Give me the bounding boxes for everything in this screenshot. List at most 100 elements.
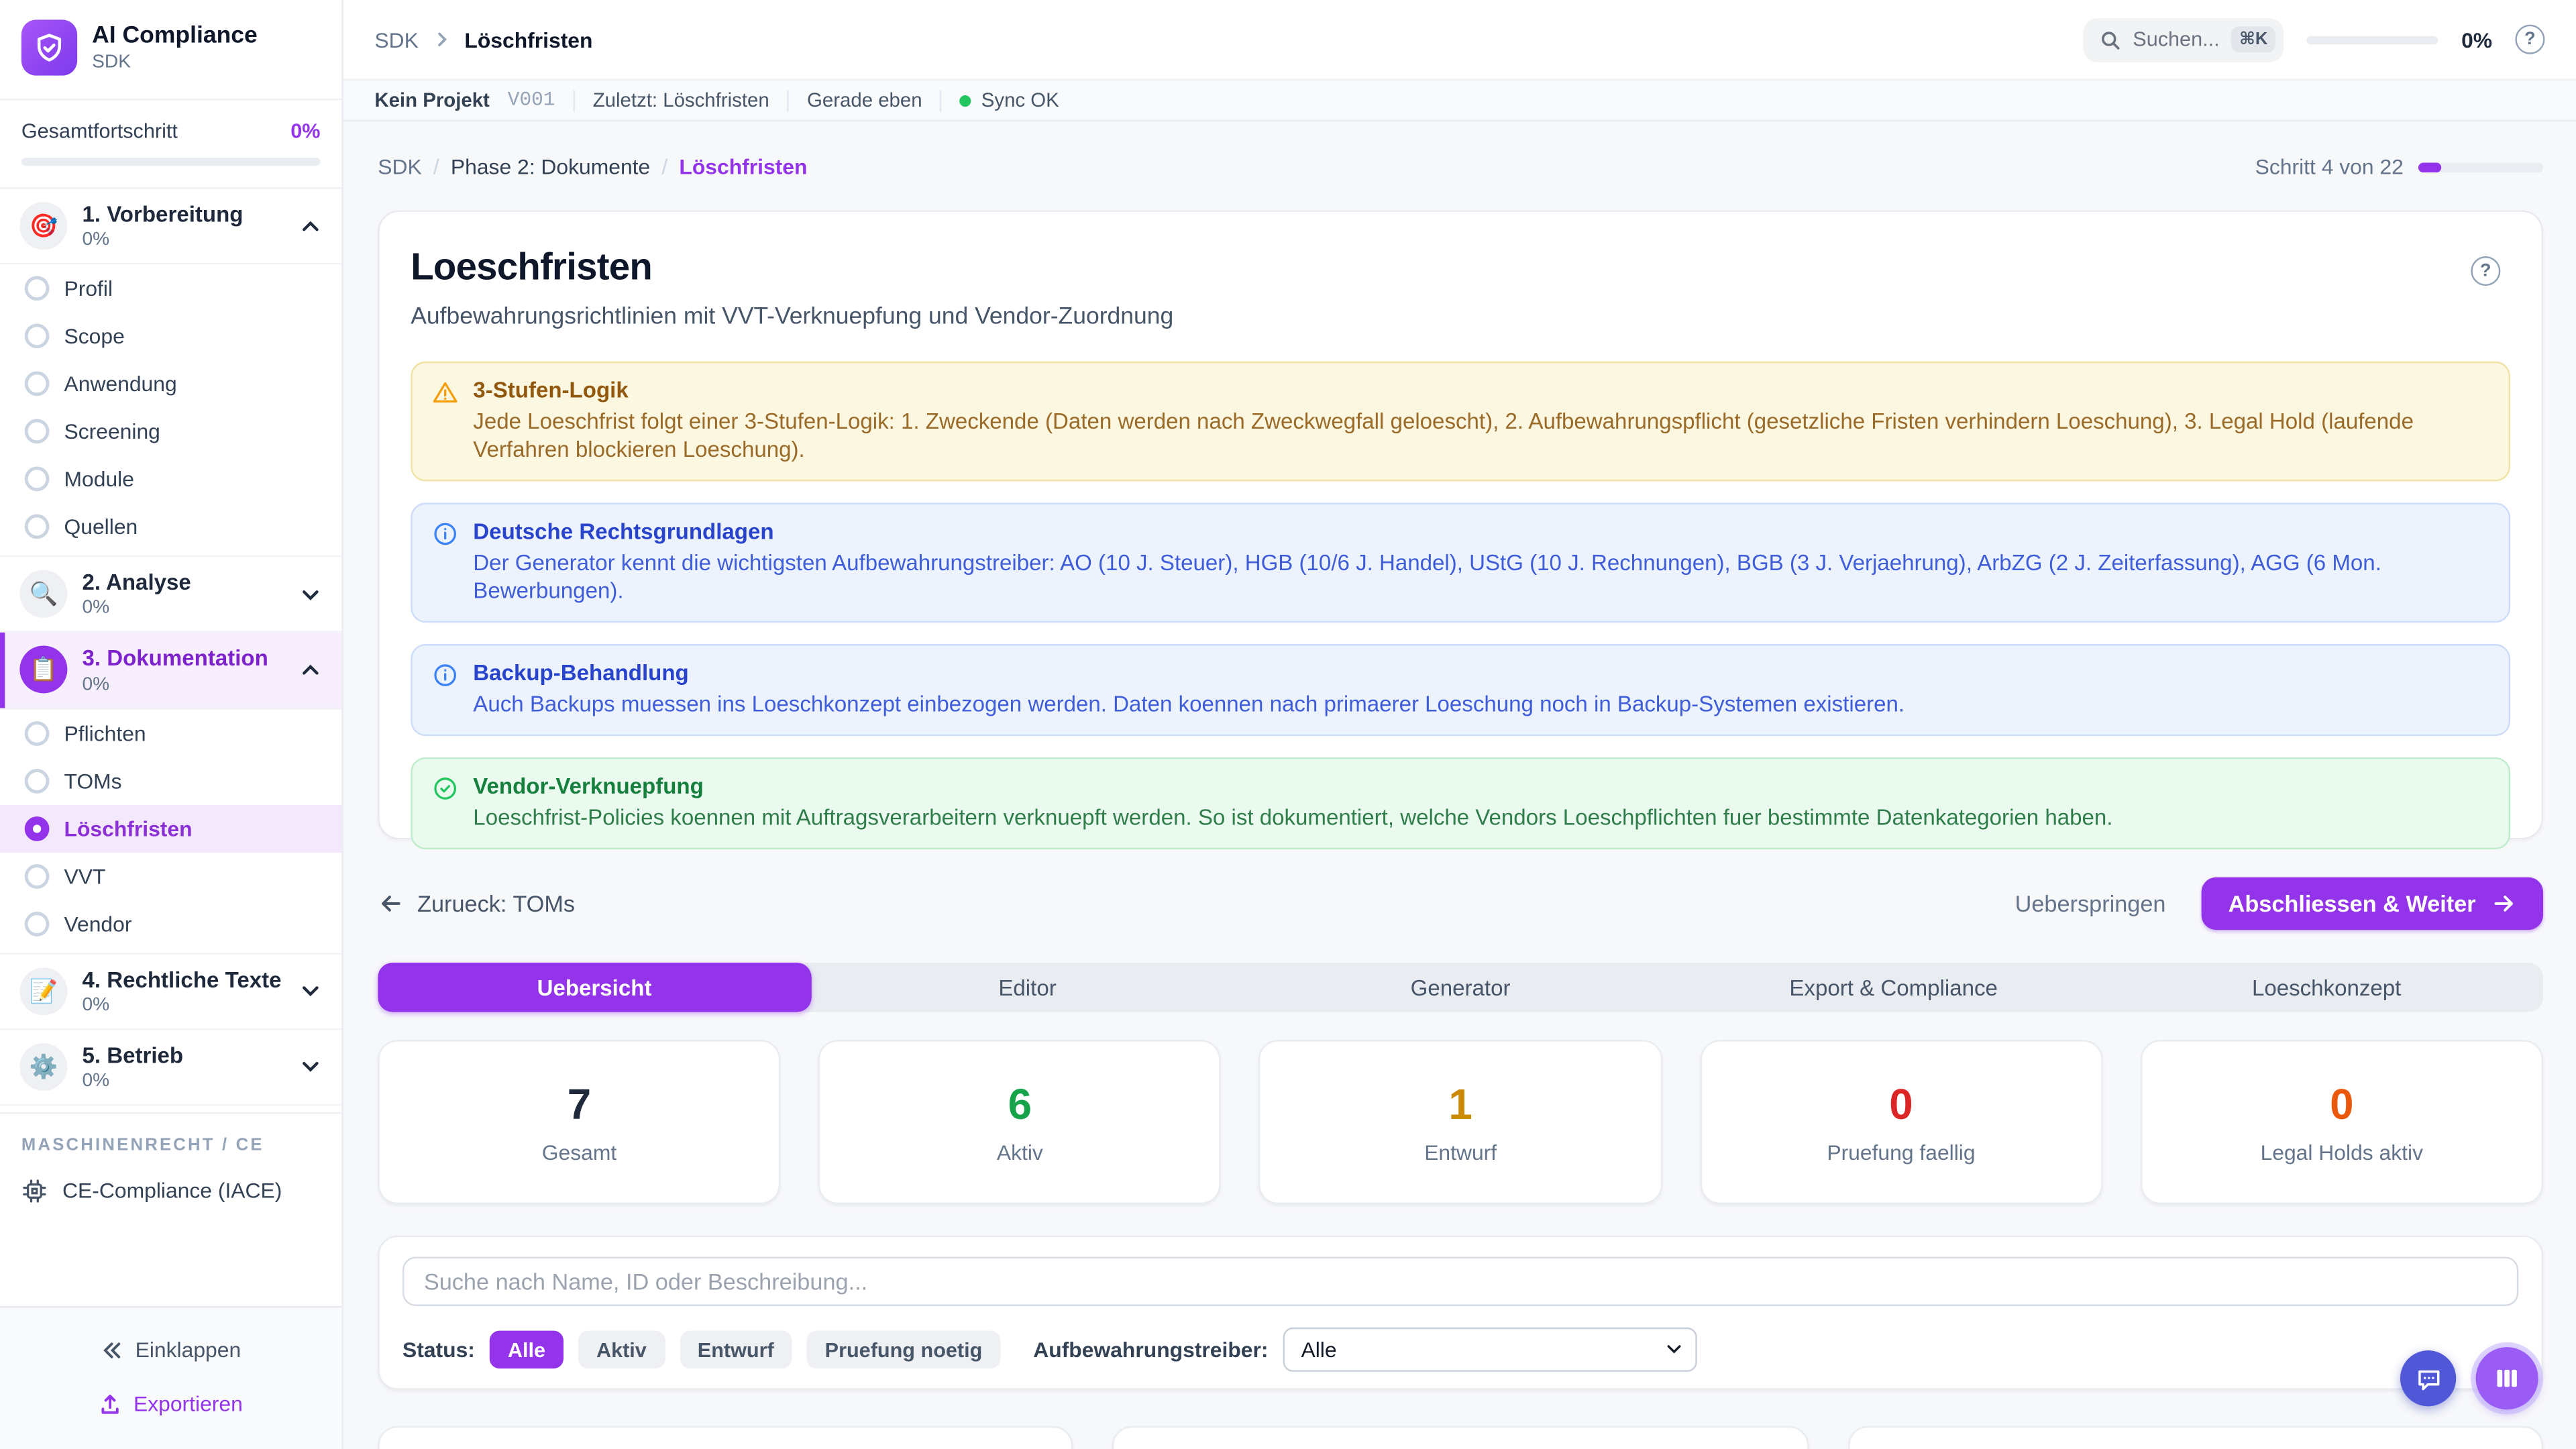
export-icon — [99, 1393, 122, 1415]
chip-pruefung-noetig[interactable]: Pruefung noetig — [806, 1330, 1001, 1369]
tab-editor[interactable]: Editor — [998, 975, 1057, 1000]
breadcrumb-current-step: Löschfristen — [679, 154, 808, 179]
chip-alle[interactable]: Alle — [489, 1330, 564, 1369]
sidebar-phase-betrieb[interactable]: ⚙️ 5. Betrieb 0% — [0, 1030, 342, 1106]
columns-icon — [2492, 1364, 2522, 1393]
infobox-rechtsgrundlagen: Deutsche Rechtsgrundlagen Der Generator … — [411, 502, 2511, 623]
chevron-down-icon — [299, 979, 322, 1002]
driver-select[interactable]: Alle — [1283, 1327, 1697, 1372]
driver-filter-label: Aufbewahrungstreiber: — [1033, 1337, 1269, 1362]
tab-loeschkonzept[interactable]: Loeschkonzept — [2251, 975, 2402, 1000]
breadcrumb-phase[interactable]: Phase 2: Dokumente — [450, 154, 651, 179]
step-progress-fill — [2418, 162, 2441, 172]
sidebar-item-vvt[interactable]: VVT — [0, 852, 341, 900]
breadcrumb-sdk[interactable]: SDK — [378, 154, 422, 179]
sidebar-item-label: Profil — [64, 276, 113, 301]
search-shortcut-kbd: ⌘K — [2231, 26, 2276, 53]
step-progress-bar — [2418, 162, 2544, 172]
step-circle-icon — [24, 911, 50, 936]
status-strip: Kein Projekt V001 Zuletzt: Löschfristen … — [343, 78, 2576, 122]
global-search-input[interactable]: Suchen... ⌘K — [2083, 17, 2284, 62]
sidebar-item-label: TOMs — [64, 768, 122, 793]
back-label: Zurueck: TOMs — [417, 890, 576, 917]
back-button[interactable]: Zurueck: TOMs — [378, 890, 576, 917]
sidebar-phase-vorbereitung[interactable]: 🎯 1. Vorbereitung 0% — [0, 189, 342, 265]
policy-card[interactable] — [378, 1426, 1073, 1449]
export-button[interactable]: Exportieren — [0, 1382, 341, 1426]
search-icon — [2100, 29, 2121, 50]
sidebar-item-screening[interactable]: Screening — [0, 408, 341, 455]
overall-progress: Gesamtfortschritt 0% — [0, 100, 342, 189]
sidebar-item-pflichten[interactable]: Pflichten — [0, 709, 341, 757]
policy-card[interactable] — [1112, 1426, 1809, 1449]
memo-icon: 📝 — [19, 967, 68, 1015]
project-name: Kein Projekt — [374, 89, 490, 112]
step-circle-icon — [24, 419, 50, 444]
tab-generator[interactable]: Generator — [1410, 975, 1511, 1000]
stat-value: 7 — [567, 1079, 592, 1129]
last-saved-time: Gerade eben — [807, 89, 922, 112]
stat-value: 0 — [2330, 1079, 2354, 1129]
columns-view-button[interactable] — [2475, 1347, 2538, 1410]
step-circle-icon — [24, 863, 50, 888]
infobox-vendor: Vendor-Verknuepfung Loeschfrist-Policies… — [411, 757, 2511, 850]
target-icon: 🎯 — [19, 202, 68, 250]
phase-percent: 0% — [82, 995, 110, 1015]
sidebar-item-quellen[interactable]: Quellen — [0, 503, 341, 555]
info-circle-icon — [432, 660, 458, 718]
phase-title: 3. Dokumentation — [82, 646, 268, 672]
help-icon[interactable]: ? — [2515, 24, 2545, 54]
sidebar-nav: 🎯 1. Vorbereitung 0% Profil Scope Anwend… — [0, 189, 342, 1306]
clipboard-icon: 📋 — [19, 646, 68, 694]
sidebar-item-loeschfristen[interactable]: Löschfristen — [0, 804, 342, 852]
sidebar-item-label: Quellen — [64, 514, 138, 539]
stat-label: Gesamt — [541, 1140, 617, 1165]
sidebar-phase-dokumentation[interactable]: 📋 3. Dokumentation 0% — [0, 633, 342, 709]
sidebar-item-module[interactable]: Module — [0, 455, 341, 503]
sidebar-item-anwendung[interactable]: Anwendung — [0, 360, 341, 408]
infobox-title: Backup-Behandlung — [473, 660, 689, 686]
policy-card[interactable] — [1847, 1426, 2543, 1449]
export-label: Exportieren — [133, 1391, 243, 1417]
infobox-title: Deutsche Rechtsgrundlagen — [473, 519, 774, 544]
sidebar-item-label: Module — [64, 466, 134, 492]
policy-search-input[interactable] — [402, 1256, 2519, 1306]
divider — [940, 89, 942, 111]
skip-button[interactable]: Ueberspringen — [2015, 890, 2166, 917]
tab-export-compliance[interactable]: Export & Compliance — [1789, 975, 1998, 1000]
step-counter: Schritt 4 von 22 — [2255, 154, 2404, 179]
infobox-text: Loeschfrist-Policies koennen mit Auftrag… — [473, 805, 2113, 830]
infobox-text: Der Generator kennt die wichtigsten Aufb… — [473, 550, 2381, 603]
step-help-icon[interactable]: ? — [2471, 256, 2501, 286]
search-placeholder: Suchen... — [2133, 28, 2220, 51]
sidebar-item-label: Screening — [64, 419, 160, 444]
shield-check-icon — [33, 32, 66, 64]
overall-progress-bar — [21, 158, 321, 166]
phase-title: 2. Analyse — [82, 570, 191, 595]
infobox-title: 3-Stufen-Logik — [473, 378, 629, 403]
chat-assistant-button[interactable] — [2400, 1350, 2457, 1407]
sidebar-item-profil[interactable]: Profil — [0, 265, 341, 313]
chip-entwurf[interactable]: Entwurf — [679, 1330, 792, 1369]
sidebar-phase-analyse[interactable]: 🔍 2. Analyse 0% — [0, 555, 342, 633]
topbar: SDK Löschfristen Suchen... ⌘K 0% ? — [343, 0, 2576, 79]
page-title: Loeschfristen — [411, 244, 653, 288]
breadcrumb-root[interactable]: SDK — [374, 27, 419, 52]
chip-aktiv[interactable]: Aktiv — [578, 1330, 665, 1369]
tab-uebersicht[interactable]: Uebersicht — [378, 963, 811, 1012]
sidebar-phase-rechtliche-texte[interactable]: 📝 4. Rechtliche Texte 0% — [0, 952, 342, 1030]
stat-value: 1 — [1448, 1079, 1472, 1129]
cpu-chip-icon — [21, 1178, 48, 1204]
breadcrumb-separator: / — [433, 154, 439, 179]
sidebar-item-vendor[interactable]: Vendor — [0, 900, 341, 952]
collapse-sidebar-button[interactable]: Einklappen — [0, 1328, 341, 1372]
sidebar-item-ce-compliance[interactable]: CE-Compliance (IACE) — [0, 1165, 341, 1224]
sidebar-item-label: Löschfristen — [64, 816, 193, 841]
magnifier-icon: 🔍 — [19, 570, 68, 619]
sidebar-item-scope[interactable]: Scope — [0, 313, 341, 360]
sidebar-item-label: CE-Compliance (IACE) — [62, 1178, 282, 1203]
filter-card: Status: Alle Aktiv Entwurf Pruefung noet… — [378, 1235, 2544, 1390]
complete-next-button[interactable]: Abschliessen & Weiter — [2202, 877, 2544, 930]
sidebar-item-toms[interactable]: TOMs — [0, 757, 341, 804]
